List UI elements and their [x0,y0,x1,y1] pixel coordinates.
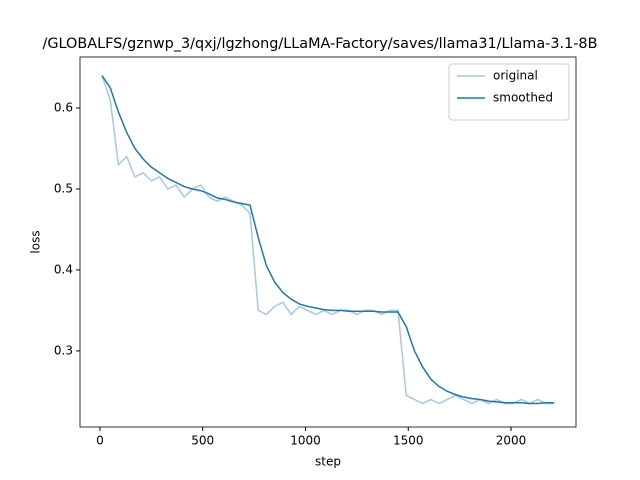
y-tick-label: 0.3 [54,343,73,357]
y-tick-label: 0.5 [54,181,73,195]
y-axis-label: loss [29,230,43,253]
x-axis-label: step [315,455,341,469]
series-line [101,75,555,405]
legend [448,63,570,121]
x-tick-label: 0 [96,434,104,448]
legend-label: original [493,69,538,83]
x-tick-label: 1000 [290,434,321,448]
series-line [101,75,555,405]
y-tick-label: 0.4 [54,262,73,276]
plot-frame [79,56,577,428]
x-tick-label: 500 [191,434,214,448]
legend-label: smoothed [493,91,553,105]
chart-title: /GLOBALFS/gznwp_3/qxj/lgzhong/LLaMA-Fact… [43,36,598,52]
x-tick-label: 2000 [496,434,527,448]
x-tick-label: 1500 [393,434,424,448]
y-tick-label: 0.6 [54,101,73,115]
